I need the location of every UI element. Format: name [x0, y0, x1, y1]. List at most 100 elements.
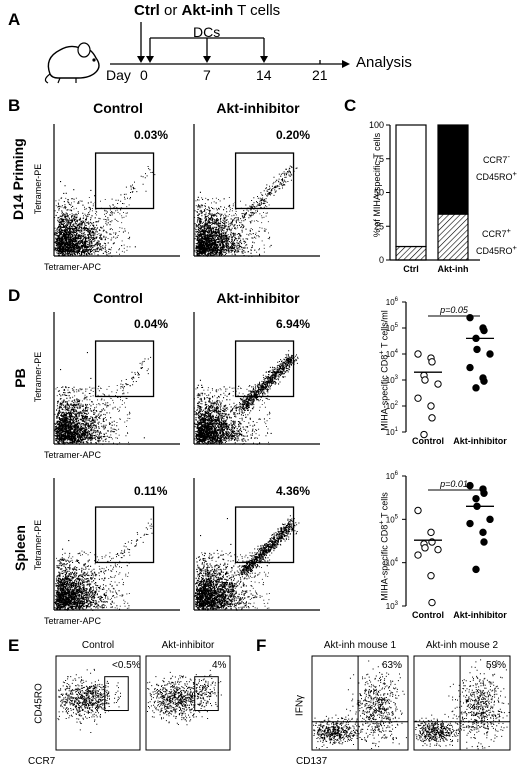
panel-a-title: Ctrl or Akt-inh T cells — [134, 2, 280, 19]
c-label-top-1-sup: - — [507, 152, 510, 161]
flow-events — [194, 165, 298, 257]
timeline — [110, 22, 350, 68]
flow-event-dots — [57, 668, 121, 733]
panel-b-col-control: Control — [93, 100, 143, 116]
flow-f-1 — [311, 655, 409, 751]
flow-plot-svg — [193, 124, 320, 257]
flow-plot-svg — [193, 478, 320, 611]
flow-frame — [145, 655, 231, 751]
d-point-akt — [472, 384, 480, 392]
panel-d-col-control: Control — [93, 290, 143, 306]
flow-gate — [234, 152, 295, 210]
flow-gate — [94, 340, 155, 398]
flow-gate — [94, 152, 155, 210]
mouse-icon — [44, 42, 100, 84]
d-point-akt — [473, 345, 481, 354]
pct-f-2: 59% — [486, 660, 507, 671]
c-label-top-2: CD45RO — [476, 172, 513, 182]
panel-a-letter: A — [8, 10, 21, 29]
flow-plot-svg — [53, 124, 180, 257]
c-label-bot-1-sup: + — [506, 226, 511, 235]
panel-d-spleen-ylabel: Tetramer-PE — [33, 519, 43, 571]
pct-d-pb-akt: 6.94% — [276, 317, 311, 331]
d-point-akt — [466, 519, 474, 528]
d-point-akt — [480, 489, 488, 497]
flow-plot-svg — [53, 312, 180, 445]
d-point-akt — [466, 313, 474, 322]
d-ytick-label: 105 — [386, 514, 399, 524]
flow-plot-svg — [311, 655, 409, 751]
d-point-akt — [466, 363, 474, 372]
d-ytick-label: 104 — [386, 558, 399, 568]
pct-d-pb-control: 0.04% — [134, 317, 169, 331]
c-bar-ccr7neg — [395, 124, 427, 248]
pct-b-akt: 0.20% — [276, 128, 311, 142]
pct-e-akt: 4% — [212, 660, 227, 671]
d-ytick-label: 106 — [386, 471, 399, 481]
flow-d-spleen-control — [53, 478, 180, 611]
flow-events — [54, 352, 152, 445]
pct-d-spleen-akt: 4.36% — [276, 484, 311, 498]
d-point-akt — [480, 326, 488, 335]
d-pvalue: p=0.05 — [439, 305, 469, 315]
pct-b-control: 0.03% — [134, 128, 169, 142]
flow-d-pb-akt — [193, 312, 320, 445]
d-pvalue: p=0.01 — [439, 479, 468, 489]
title-akt: Akt-inh — [181, 2, 234, 19]
flow-frame — [413, 655, 511, 751]
title-ctrl: Ctrl — [134, 2, 160, 19]
panel-f-col-2: Akt-inh mouse 2 — [425, 640, 499, 651]
c-label-top-1: CCR7 — [482, 155, 508, 165]
panel-e-col-akt: Akt-inhibitor — [161, 640, 215, 651]
d-point-control — [421, 544, 429, 552]
d-point-control — [428, 414, 436, 422]
panel-e-col-control: Control — [81, 640, 115, 651]
c-label-bot-2: CD45RO — [476, 246, 513, 256]
flow-events — [54, 166, 156, 257]
panel-b-col-akt: Akt-inhibitor — [216, 100, 300, 116]
d-point-control — [414, 350, 422, 358]
d-point-akt — [472, 494, 480, 503]
d-point-control — [414, 506, 422, 515]
panel-f-col-1: Akt-inh mouse 1 — [323, 640, 397, 651]
c-bar-ccr7pos — [395, 245, 427, 261]
panel-b-letter: B — [8, 96, 21, 115]
d-xtick-label: Akt-inhibitor — [453, 610, 507, 620]
c-label-bot-2-sup: + — [512, 243, 517, 252]
c-ytick-label: 100 — [369, 120, 384, 130]
panel-b-ylabel: Tetramer-PE — [33, 163, 43, 215]
panel-d-pb-ylabel: Tetramer-PE — [33, 351, 43, 403]
panel-d-row-spleen: Spleen — [12, 525, 28, 571]
flow-plot-svg — [145, 655, 231, 751]
flow-plot-svg — [413, 655, 511, 751]
d-xtick-label: Control — [412, 436, 444, 446]
d-ytick-label: 104 — [386, 349, 399, 359]
d-ytick-label: 103 — [386, 601, 399, 611]
c-ytick-label: 50 — [374, 188, 384, 198]
panel-b-row-label: D14 Priming — [10, 138, 26, 220]
d-point-akt — [486, 515, 494, 524]
c-label-bot-1: CCR7 — [482, 229, 507, 239]
flow-event-dots — [313, 660, 407, 750]
day-label: Day — [106, 67, 131, 83]
d-ytick-label: 101 — [386, 427, 399, 437]
flow-gate — [94, 506, 155, 564]
flow-event-dots — [194, 350, 299, 445]
d-point-control — [427, 572, 435, 580]
panel-d-row-pb: PB — [12, 368, 28, 388]
flow-gate — [194, 676, 219, 712]
c-label-top: CCR7- CD45RO+ — [476, 150, 517, 184]
panel-e-xlabel: CCR7 — [28, 756, 56, 767]
flow-d-pb-control — [53, 312, 180, 445]
flow-plot-svg — [193, 312, 320, 445]
flow-event-dots — [194, 165, 298, 257]
panel-c-letter: C — [344, 96, 357, 115]
d-ytick-label: 102 — [386, 401, 399, 411]
c-xtick-label: Akt-inh — [438, 264, 469, 274]
flow-b-akt — [193, 124, 320, 257]
flow-b-control — [53, 124, 180, 257]
d-point-akt — [466, 481, 474, 490]
d-point-control — [434, 380, 442, 388]
analysis-label: Analysis — [356, 54, 412, 71]
panel-d-letter: D — [8, 286, 21, 305]
